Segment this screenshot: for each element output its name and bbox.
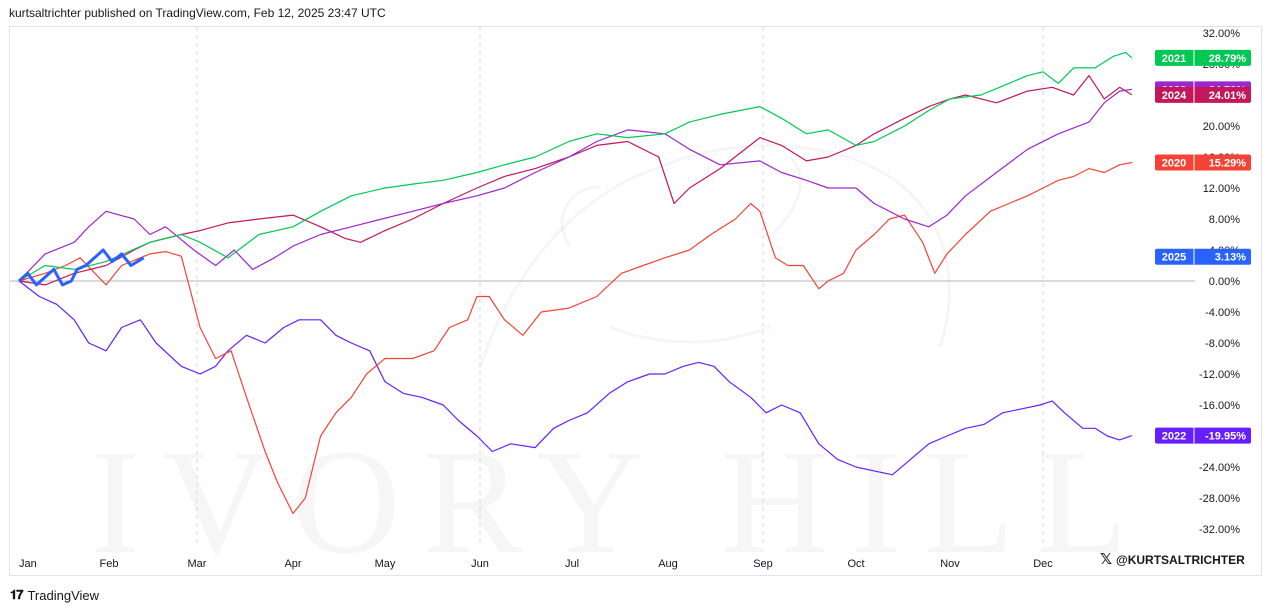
x-axis: Jan Feb Mar Apr May Jun Jul Aug Sep Oct Nov Dec — [19, 558, 1053, 570]
series-line-2025 — [18, 248, 145, 287]
series-label-2024: 2024 24.01% — [1155, 86, 1251, 103]
x-tick-label: Mar — [188, 558, 207, 570]
series-label-2020: 2020 15.29% — [1155, 154, 1251, 171]
x-tick-label: May — [375, 558, 396, 570]
x-tick-label: Feb — [100, 558, 119, 570]
y-tick-label: 0.00% — [1209, 276, 1240, 288]
x-tick-label: Sep — [753, 558, 773, 570]
y-tick-label: -16.00% — [1199, 400, 1240, 412]
series-lines — [18, 51, 1133, 515]
watermark: IVORY HILL — [90, 144, 1150, 575]
footer: 𝟏𝟕 TradingView — [10, 585, 99, 605]
series-value-text: 24.01% — [1209, 90, 1247, 102]
publisher-line: kurtsaltrichter published on TradingView… — [9, 6, 386, 20]
x-tick-label: Jun — [471, 558, 489, 570]
grid — [10, 27, 1195, 547]
series-line-2023 — [18, 88, 1132, 282]
series-label-2021: 2021 28.79% — [1155, 49, 1251, 66]
x-tick-label: Oct — [847, 558, 864, 570]
series-line-2020 — [18, 161, 1133, 515]
y-tick-label: -8.00% — [1205, 338, 1240, 350]
series-value-text: 3.13% — [1215, 252, 1246, 264]
tradingview-logo-icon: 𝟏𝟕 — [10, 587, 24, 602]
x-tick-label: Apr — [284, 558, 301, 570]
watermark-text: IVORY HILL — [90, 419, 1150, 575]
series-value-text: -19.95% — [1205, 431, 1246, 443]
series-label-badge — [1155, 49, 1251, 66]
x-tick-label: Dec — [1033, 558, 1053, 570]
y-tick-label: 8.00% — [1209, 214, 1240, 226]
chart: IVORY HILL 32.00%28.00%24.00%20.00%16.00… — [10, 27, 1251, 575]
chart-frame: IVORY HILL 32.00%28.00%24.00%20.00%16.00… — [9, 26, 1262, 576]
y-axis: 32.00%28.00%24.00%20.00%16.00%12.00%8.00… — [1199, 28, 1240, 536]
series-name-text: 2021 — [1162, 53, 1186, 65]
y-tick-label: -32.00% — [1199, 524, 1240, 536]
x-tick-label: Jan — [19, 558, 37, 570]
social-handle: 𝕏 @KURTSALTRICHTER — [1100, 550, 1245, 568]
x-tick-label: Jul — [565, 558, 579, 570]
x-tick-label: Nov — [940, 558, 960, 570]
series-line-2021 — [18, 51, 1133, 282]
series-label-badge — [1155, 427, 1251, 444]
series-label-2025: 2025 3.13% — [1155, 248, 1251, 265]
y-tick-label: 32.00% — [1203, 28, 1241, 40]
x-tick-label: Aug — [658, 558, 678, 570]
watermark-bull-icon — [478, 144, 951, 368]
x-logo-icon: 𝕏 — [1100, 550, 1112, 568]
series-label-2022: 2022 -19.95% — [1155, 427, 1251, 444]
series-name-text: 2020 — [1162, 158, 1186, 170]
series-label-badge — [1155, 154, 1251, 171]
series-name-text: 2024 — [1162, 90, 1187, 102]
social-handle-text: @KURTSALTRICHTER — [1116, 553, 1245, 567]
series-value-text: 15.29% — [1209, 158, 1247, 170]
y-tick-label: -12.00% — [1199, 369, 1240, 381]
series-label-badge — [1155, 86, 1251, 103]
series-line-2024 — [18, 75, 1133, 286]
series-name-text: 2025 — [1162, 252, 1186, 264]
y-tick-label: 12.00% — [1203, 183, 1241, 195]
series-value-text: 28.79% — [1209, 53, 1247, 65]
y-tick-label: -28.00% — [1199, 493, 1240, 505]
series-labels: 202128.79%202324.73%202424.01%202015.29%… — [1155, 49, 1251, 444]
y-tick-label: -24.00% — [1199, 462, 1240, 474]
series-name-text: 2022 — [1162, 431, 1186, 443]
series-line-2022 — [18, 280, 1133, 476]
y-tick-label: -4.00% — [1205, 307, 1240, 319]
series-label-badge — [1155, 248, 1251, 265]
footer-brand: TradingView — [27, 587, 100, 603]
y-tick-label: 20.00% — [1203, 121, 1241, 133]
